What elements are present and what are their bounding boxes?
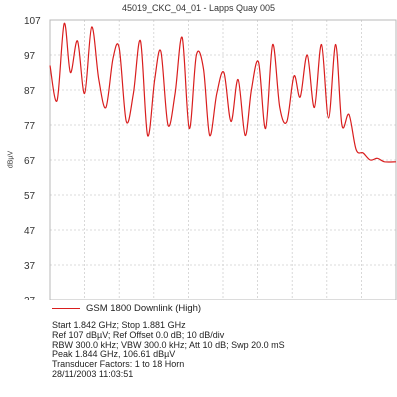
y-tick-label: 87	[24, 86, 36, 97]
y-tick-label: 37	[24, 261, 36, 272]
y-ticks: 107 97 87 77 67 57 47 37 27	[24, 16, 41, 300]
y-tick-label: 47	[24, 226, 36, 237]
y-tick-label: 67	[24, 156, 36, 167]
legend: GSM 1800 Downlink (High)	[52, 301, 201, 315]
y-tick-label: 77	[24, 121, 36, 132]
y-tick-label: 27	[24, 296, 36, 300]
y-tick-label: 57	[24, 191, 36, 202]
info-line-timestamp: 28/11/2003 11:03:51	[52, 370, 285, 380]
y-tick-label: 97	[24, 51, 36, 62]
legend-swatch	[52, 308, 80, 309]
y-tick-label: 107	[24, 16, 41, 27]
grid	[50, 20, 396, 300]
chart: 107 97 87 77 67 57 47 37 27	[0, 0, 397, 300]
measurement-info: Start 1.842 GHz; Stop 1.881 GHz Ref 107 …	[52, 321, 285, 380]
legend-label: GSM 1800 Downlink (High)	[86, 303, 201, 314]
